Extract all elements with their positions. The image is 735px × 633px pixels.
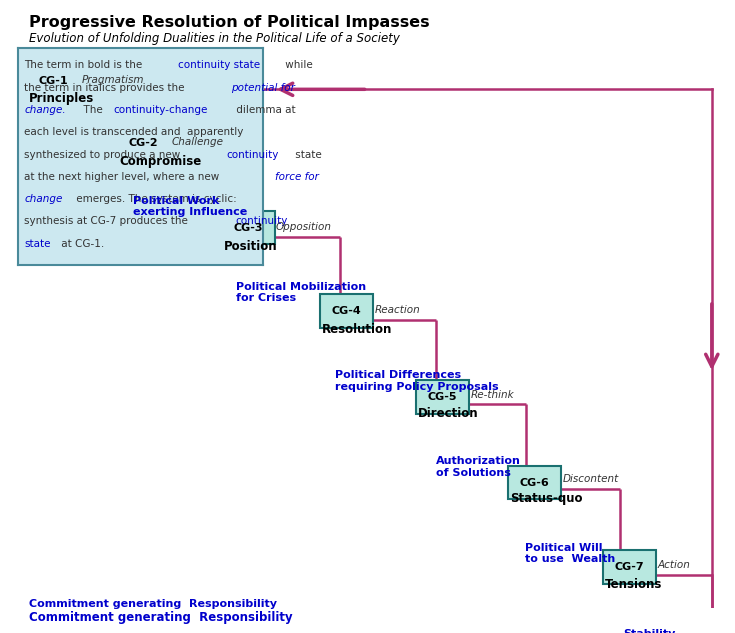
Text: Discontent: Discontent [563, 474, 619, 484]
FancyBboxPatch shape [508, 466, 562, 499]
Text: Political Mobilization
for Crises: Political Mobilization for Crises [237, 282, 367, 303]
Text: Action: Action [658, 560, 691, 570]
FancyBboxPatch shape [603, 550, 656, 584]
Text: CG-1: CG-1 [39, 77, 68, 87]
Text: CG-4: CG-4 [331, 306, 362, 316]
Text: CG-3: CG-3 [233, 223, 262, 232]
Text: Reaction: Reaction [375, 306, 420, 315]
Text: Pragmatism: Pragmatism [82, 75, 144, 84]
Text: Re-think: Re-think [470, 390, 514, 399]
Text: Opposition: Opposition [276, 222, 332, 232]
Text: Direction: Direction [418, 408, 478, 420]
FancyBboxPatch shape [117, 126, 170, 160]
FancyBboxPatch shape [320, 294, 373, 328]
Text: Resolution: Resolution [322, 323, 392, 336]
Text: Progressive Resolution of Political Impasses: Progressive Resolution of Political Impa… [29, 15, 429, 30]
Text: CG-5: CG-5 [428, 392, 457, 402]
FancyBboxPatch shape [221, 211, 275, 244]
FancyBboxPatch shape [416, 380, 469, 414]
Text: Commitment generating  Responsibility: Commitment generating Responsibility [29, 599, 277, 609]
Text: CG-2: CG-2 [129, 138, 158, 148]
Text: Compromise: Compromise [119, 155, 201, 168]
Text: Principles: Principles [29, 92, 94, 105]
Text: CG-6: CG-6 [520, 478, 550, 487]
Text: Evolution of Unfolding Dualities in the Political Life of a Society: Evolution of Unfolding Dualities in the … [29, 32, 400, 44]
Text: Status-quo: Status-quo [510, 492, 583, 505]
Text: Tensions: Tensions [605, 577, 662, 591]
FancyBboxPatch shape [26, 65, 80, 98]
Text: Political Differences
requiring Policy Proposals: Political Differences requiring Policy P… [335, 370, 499, 392]
Text: Commitment generating  Responsibility: Commitment generating Responsibility [29, 611, 293, 624]
Text: Challenge: Challenge [171, 137, 223, 147]
Text: Political Work
exerting Influence: Political Work exerting Influence [133, 196, 248, 217]
Text: Stability
for Unity: Stability for Unity [623, 629, 678, 633]
Text: CG-7: CG-7 [615, 562, 645, 572]
Text: Position: Position [223, 240, 277, 253]
Text: Authorization
of Solutions: Authorization of Solutions [436, 456, 521, 478]
Text: Political Will
to use  Wealth: Political Will to use Wealth [525, 542, 614, 565]
